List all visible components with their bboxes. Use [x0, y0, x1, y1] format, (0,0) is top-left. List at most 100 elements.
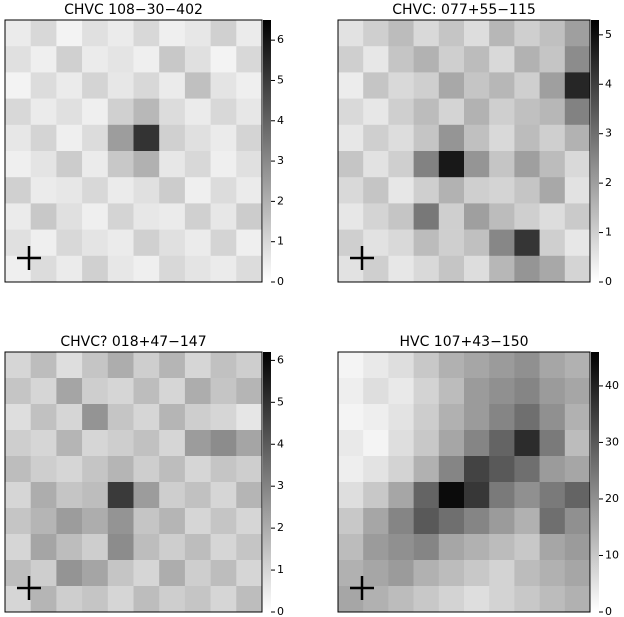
heatmap-cell	[438, 482, 465, 509]
heatmap-cell	[413, 151, 440, 178]
colorbar	[591, 20, 599, 282]
colorbar-tick-label: 4	[277, 437, 284, 450]
heatmap-cell	[388, 255, 414, 283]
colorbar	[263, 20, 271, 282]
heatmap-cell	[388, 560, 414, 587]
heatmap-cell	[489, 20, 515, 47]
heatmap-cell	[210, 534, 237, 561]
heatmap-cell	[133, 456, 160, 483]
heatmap-cell	[464, 255, 490, 283]
heatmap-cell	[363, 229, 389, 257]
heatmap-cell	[514, 255, 540, 283]
panel-title: HVC 107+43−150	[399, 334, 528, 350]
heatmap-cell	[564, 352, 591, 379]
heatmap-cell	[210, 124, 237, 152]
heatmap-cell	[133, 508, 160, 535]
heatmap-cell	[514, 508, 540, 535]
heatmap-cell	[388, 378, 414, 405]
heatmap-cell	[56, 46, 83, 73]
heatmap-cell	[438, 430, 465, 457]
heatmap-cell	[107, 378, 134, 405]
heatmap-cell	[236, 560, 263, 587]
heatmap-cell	[56, 456, 83, 483]
heatmap-cell	[236, 586, 263, 613]
heatmap-cell	[210, 352, 237, 379]
heatmap-cell	[363, 560, 389, 587]
heatmap-cell	[159, 560, 186, 587]
heatmap-cell	[159, 456, 186, 483]
heatmap-cell	[5, 72, 31, 99]
heatmap-cell	[539, 404, 566, 431]
heatmap-cell	[464, 124, 490, 152]
heatmap-cell	[363, 203, 389, 230]
heatmap-cell	[56, 177, 83, 204]
heatmap-cell	[438, 586, 465, 613]
heatmap-cell	[159, 508, 186, 535]
heatmap-cell	[210, 203, 237, 230]
heatmap-cell	[539, 177, 566, 204]
heatmap-cell	[184, 352, 211, 379]
heatmap-cell	[184, 534, 211, 561]
heatmap-cell	[464, 20, 490, 47]
heatmap-cell	[464, 72, 490, 99]
heatmap-cell	[539, 508, 566, 535]
heatmap-cell	[338, 508, 364, 535]
heatmap-cell	[489, 203, 515, 230]
heatmap-cell	[564, 72, 591, 99]
heatmap-cell	[564, 430, 591, 457]
colorbar-tick-label: 20	[605, 492, 619, 505]
plot-frame	[4, 19, 263, 283]
heatmap-cell	[539, 482, 566, 509]
heatmap-cell	[5, 430, 31, 457]
heatmap-cell	[5, 456, 31, 483]
heatmap-cell	[388, 456, 414, 483]
heatmap-cell	[184, 456, 211, 483]
heatmap-cell	[388, 430, 414, 457]
heatmap-cell	[56, 255, 83, 283]
heatmap-cell	[363, 352, 389, 379]
heatmap-cell	[184, 508, 211, 535]
heatmap-cell	[236, 430, 263, 457]
heatmap-cell	[413, 229, 440, 257]
heatmap-cell	[464, 508, 490, 535]
heatmap-cell	[438, 534, 465, 561]
heatmap-cell	[210, 177, 237, 204]
heatmap-cell	[514, 72, 540, 99]
heatmap-cell	[363, 430, 389, 457]
heatmap-cell	[388, 229, 414, 257]
heatmap-cell	[159, 255, 186, 283]
heatmap-cell	[30, 255, 57, 283]
heatmap-cell	[539, 534, 566, 561]
heatmap-cell	[107, 229, 134, 257]
heatmap-cell	[338, 430, 364, 457]
heatmap-cell	[210, 20, 237, 47]
heatmap-cell	[159, 46, 186, 73]
heatmap-cell	[56, 508, 83, 535]
heatmap-cell	[236, 229, 263, 257]
heatmap-cell	[184, 229, 211, 257]
heatmap-cell	[184, 46, 211, 73]
beam-cross	[350, 246, 374, 270]
heatmap-cell	[539, 229, 566, 257]
heatmap-cell	[184, 255, 211, 283]
colorbar-tick-label: 2	[277, 194, 284, 207]
heatmap-cell	[56, 229, 83, 257]
heatmap-cell	[159, 20, 186, 47]
heatmap-cell	[363, 177, 389, 204]
colorbar-tick-label: 1	[277, 563, 284, 576]
heatmap-cell	[514, 229, 540, 257]
heatmap-cell	[564, 404, 591, 431]
heatmap-cell	[564, 46, 591, 73]
heatmap-cell	[133, 20, 160, 47]
heatmap-cell	[236, 534, 263, 561]
heatmap-cell	[5, 560, 31, 587]
heatmap-cell	[489, 404, 515, 431]
heatmap-cell	[489, 255, 515, 283]
heatmap-cell	[514, 430, 540, 457]
heatmap-cell	[184, 72, 211, 99]
heatmap-cell	[56, 151, 83, 178]
heatmap-cell	[438, 229, 465, 257]
heatmap-cell	[30, 560, 57, 587]
heatmap-cell	[107, 404, 134, 431]
colorbar	[263, 352, 271, 612]
